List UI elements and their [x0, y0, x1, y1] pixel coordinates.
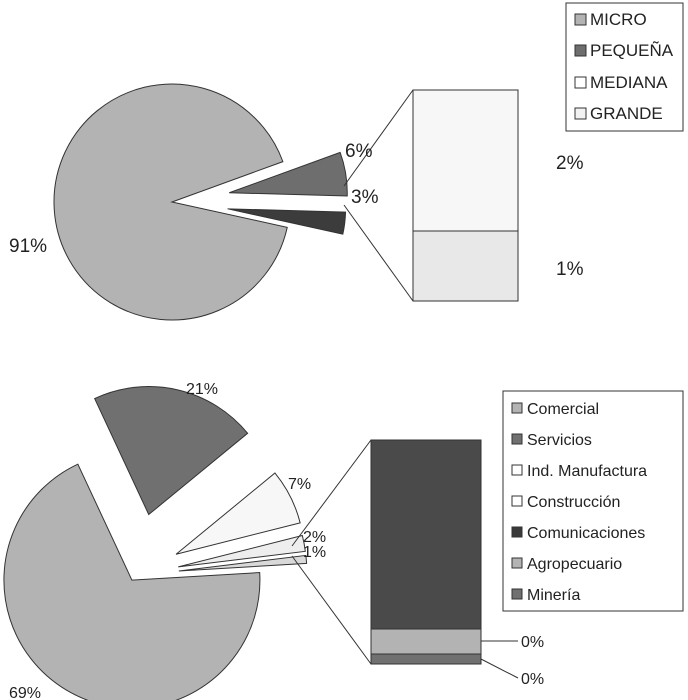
legend-2-label-comunicaciones: Comunicaciones — [527, 525, 645, 542]
bar-2-segment-agropecuario — [370, 628, 482, 655]
legend-1-label-mediana: MEDIANA — [590, 73, 668, 92]
legend-2-label-manufactura: Ind. Manufactura — [527, 463, 647, 480]
pie-2-slice-exploded — [178, 554, 308, 572]
legend-2-swatch-servicios — [511, 433, 523, 445]
legend-1-swatch-mediana — [574, 76, 587, 89]
pie-1-label-pequena: 6% — [345, 141, 373, 162]
pie-1-slice-pequena — [229, 151, 348, 197]
pie-1-slice-exploded — [227, 208, 347, 235]
legend-1-label-grande: GRANDE — [590, 104, 663, 123]
pie-2-connector-top — [291, 439, 372, 547]
bar-2-label-mineria: 0% — [521, 671, 544, 688]
pie-1-connector-bottom — [343, 204, 414, 302]
pie-2-slice-comercial — [3, 463, 261, 700]
bar-1-label-grande: 1% — [556, 259, 584, 280]
pie-1-slice-micro — [53, 83, 288, 321]
legend-1-swatch-grande — [574, 107, 587, 120]
pie-2-label-comercial: 69% — [9, 685, 41, 700]
legend-1-label-micro: MICRO — [590, 10, 647, 29]
legend-2-label-comercial: Comercial — [527, 401, 599, 418]
pie-2-connector-bottom — [291, 555, 372, 665]
bar-2-segment-comunicaciones — [370, 439, 482, 630]
legend-2-label-construccion: Construcción — [527, 494, 620, 511]
chart-1: MICRO PEQUEÑA MEDIANA GRANDE 91% 6% 3% 2… — [9, 2, 684, 321]
pie-1-label-micro: 91% — [9, 236, 47, 257]
legend-2-swatch-comunicaciones — [511, 526, 523, 538]
pie-2-label-manufactura: 7% — [288, 476, 311, 493]
legend-2-label-mineria: Minería — [527, 587, 580, 604]
chart-2: Comercial Servicios Ind. Manufactura Con… — [3, 381, 684, 700]
pie-1-label-exploded: 3% — [351, 187, 379, 208]
legend-2 — [502, 390, 684, 612]
legend-2-entries: Comercial Servicios Ind. Manufactura Con… — [511, 401, 647, 604]
legend-2-label-servicios: Servicios — [527, 432, 592, 449]
bar-2-segment-mineria — [370, 653, 482, 665]
legend-2-swatch-manufactura — [511, 464, 523, 476]
legend-2-swatch-construccion — [511, 495, 523, 507]
legend-1-swatch-pequena — [574, 44, 587, 57]
bar-2-leader-mineria — [480, 658, 519, 679]
legend-2-swatch-mineria — [511, 588, 523, 600]
legend-2-swatch-agropecuario — [511, 557, 523, 569]
legend-1-label-pequena: PEQUEÑA — [590, 41, 674, 60]
pie-1-connector-top — [343, 89, 414, 187]
pie-2-slice-servicios — [93, 386, 249, 516]
legend-1-entries: MICRO PEQUEÑA MEDIANA GRANDE — [574, 10, 674, 123]
bar-1-segment-grande — [412, 230, 519, 302]
pie-2-slice-construccion — [178, 534, 306, 568]
pie-2-slice-manufactura — [175, 472, 301, 555]
pie-2-label-exploded: 1% — [303, 544, 326, 561]
bar-1-segment-mediana — [412, 89, 519, 232]
pie-2-label-servicios: 21% — [186, 381, 218, 398]
legend-1-swatch-micro — [574, 13, 587, 26]
pie-2-label-construccion: 2% — [303, 529, 326, 546]
bar-1-label-mediana: 2% — [556, 153, 584, 174]
bar-2-label-agropecuario: 0% — [521, 634, 544, 651]
legend-2-swatch-comercial — [511, 402, 523, 414]
legend-2-label-agropecuario: Agropecuario — [527, 556, 622, 573]
